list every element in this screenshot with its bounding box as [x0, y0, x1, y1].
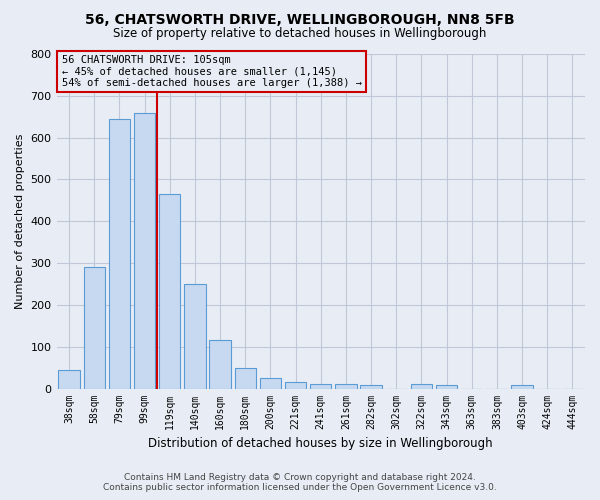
Bar [436, 385, 457, 388]
Text: 56, CHATSWORTH DRIVE, WELLINGBOROUGH, NN8 5FB: 56, CHATSWORTH DRIVE, WELLINGBOROUGH, NN… [85, 12, 515, 26]
Bar [58, 370, 80, 388]
Bar [361, 385, 382, 388]
Text: Size of property relative to detached houses in Wellingborough: Size of property relative to detached ho… [113, 28, 487, 40]
Bar [109, 119, 130, 388]
Bar [159, 194, 181, 388]
Bar [184, 284, 206, 389]
Bar [285, 382, 307, 388]
Bar [260, 378, 281, 388]
Bar [83, 268, 105, 388]
Bar [209, 340, 231, 388]
Bar [235, 368, 256, 388]
Bar [511, 385, 533, 388]
Text: Contains HM Land Registry data © Crown copyright and database right 2024.
Contai: Contains HM Land Registry data © Crown c… [103, 473, 497, 492]
Y-axis label: Number of detached properties: Number of detached properties [15, 134, 25, 309]
Bar [310, 384, 331, 388]
Bar [335, 384, 356, 388]
Text: 56 CHATSWORTH DRIVE: 105sqm
← 45% of detached houses are smaller (1,145)
54% of : 56 CHATSWORTH DRIVE: 105sqm ← 45% of det… [62, 55, 362, 88]
X-axis label: Distribution of detached houses by size in Wellingborough: Distribution of detached houses by size … [148, 437, 493, 450]
Bar [411, 384, 432, 388]
Bar [134, 112, 155, 388]
